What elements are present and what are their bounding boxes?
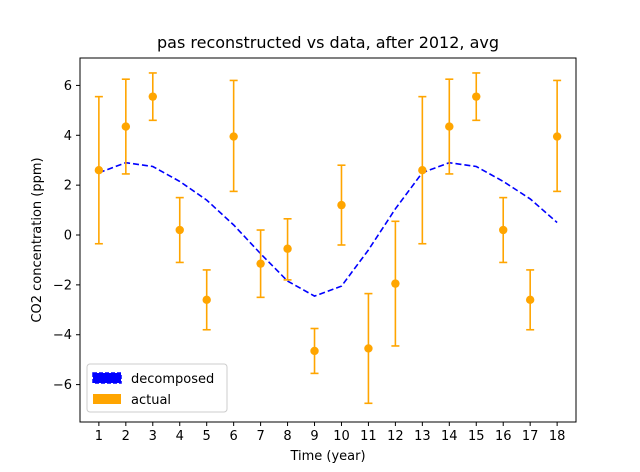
x-tick-label: 2 [122, 429, 130, 444]
data-point-actual [525, 295, 535, 305]
data-point-actual [229, 132, 238, 141]
x-tick-label: 18 [549, 429, 566, 444]
plot-frame [79, 57, 577, 423]
x-tick-label: 14 [441, 429, 458, 444]
y-tick-label: −6 [53, 378, 72, 393]
data-point-actual [391, 279, 400, 288]
data-point-actual [256, 259, 265, 268]
x-tick-label: 10 [333, 429, 350, 444]
y-tick-label: 0 [64, 229, 72, 244]
series-decomposed-line [98, 161, 558, 297]
data-point-actual [94, 165, 104, 175]
x-tick-label: 11 [360, 429, 377, 444]
x-tick-label: 4 [176, 429, 184, 444]
x-tick-label: 5 [203, 429, 211, 444]
data-point-actual [148, 92, 157, 101]
data-point-actual [418, 165, 427, 175]
y-tick-label: −4 [53, 328, 72, 343]
y-tick-label: 4 [64, 129, 72, 144]
x-tick-label: 17 [522, 429, 539, 444]
data-point-actual [202, 295, 211, 305]
legend-label-actual: actual [131, 393, 171, 408]
legend-box [86, 363, 228, 413]
y-tick-label: 2 [64, 179, 72, 194]
x-tick-label: 6 [230, 429, 238, 444]
x-tick-label: 7 [256, 429, 264, 444]
legend: decomposed actual [86, 363, 228, 413]
legend-swatch-actual [93, 394, 121, 404]
x-tick-label: 3 [149, 429, 157, 444]
data-point-actual [552, 132, 562, 141]
x-axis-label: Time (year) [289, 449, 365, 464]
x-tick-label: 8 [283, 429, 291, 444]
y-axis-label: CO2 concentration (ppm) [30, 157, 45, 322]
x-tick-label: 16 [495, 429, 512, 444]
legend-label-decomposed: decomposed [131, 372, 214, 387]
data-point-actual [121, 122, 131, 131]
data-point-actual [364, 344, 373, 353]
data-point-actual [175, 225, 184, 235]
x-tick-label: 1 [95, 429, 103, 444]
legend-swatch-decomposed [92, 372, 122, 384]
chart-title: pas reconstructed vs data, after 2012, a… [157, 33, 499, 52]
data-point-actual [472, 92, 481, 101]
y-tick-label: 6 [64, 79, 72, 94]
x-tick-label: 9 [310, 429, 318, 444]
data-point-actual [499, 225, 508, 235]
x-tick-label: 13 [414, 429, 431, 444]
data-point-actual [337, 200, 346, 210]
data-point-actual [310, 346, 319, 356]
data-point-actual [283, 244, 292, 253]
x-tick-label: 12 [387, 429, 404, 444]
data-point-actual [445, 122, 454, 131]
y-tick-label: −2 [53, 278, 72, 293]
x-tick-label: 15 [468, 429, 485, 444]
